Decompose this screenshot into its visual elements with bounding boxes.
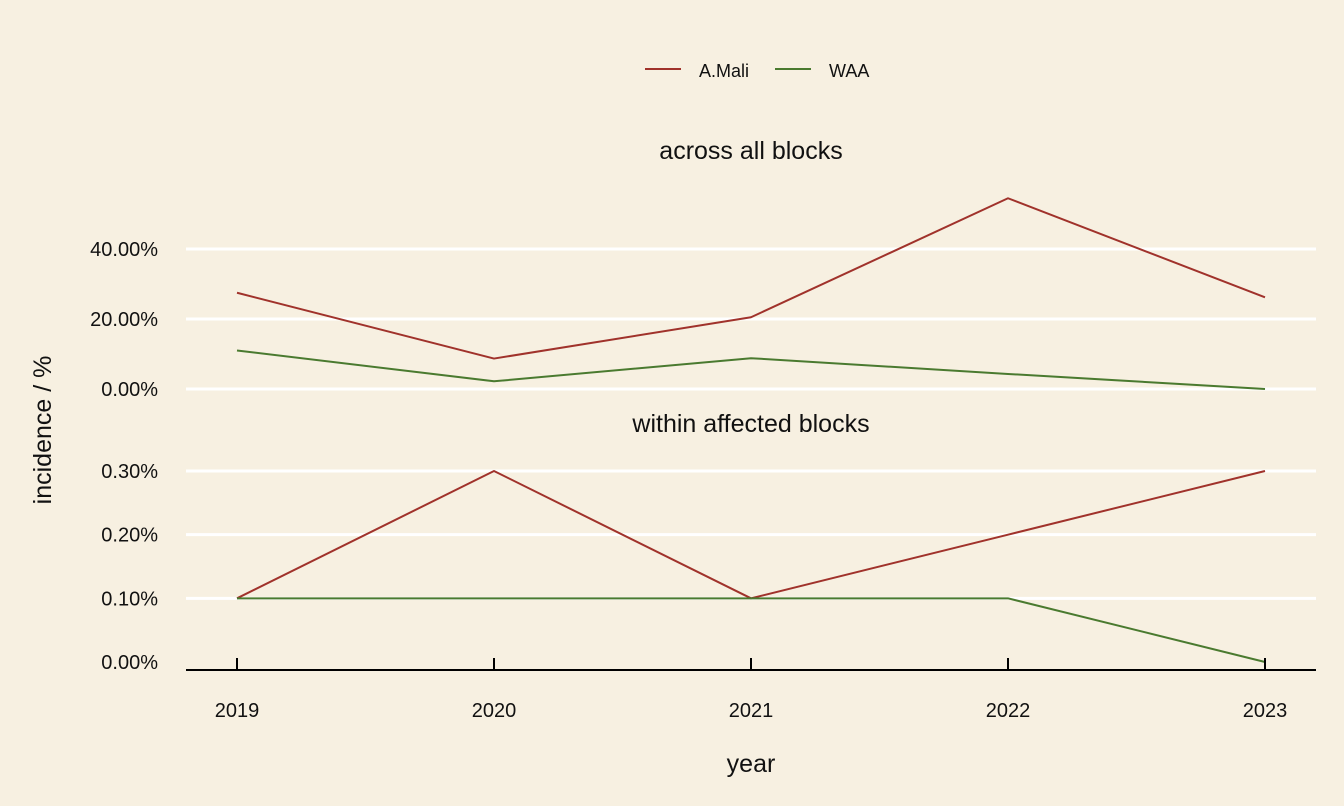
series-line-waa <box>237 597 1266 663</box>
gridlines-bottom <box>186 469 1316 600</box>
x-tick-label: 2023 <box>1243 700 1288 722</box>
y-tick-labels-bottom: 0.00% 0.10% 0.20% 0.30% <box>101 461 158 674</box>
x-tick-label: 2022 <box>986 700 1031 722</box>
legend-label-a-mali: A.Mali <box>699 61 749 81</box>
y-tick-label: 0.20% <box>101 525 158 547</box>
x-axis-title: year <box>727 750 776 778</box>
y-tick-labels-top: 0.00% 20.00% 40.00% <box>90 239 158 401</box>
series-top <box>236 197 1266 390</box>
y-tick-label: 0.30% <box>101 461 158 483</box>
y-tick-label: 0.00% <box>101 652 158 674</box>
series-line-waa <box>236 349 1266 390</box>
panel-title-bottom: within affected blocks <box>631 410 869 438</box>
y-tick-label: 0.10% <box>101 588 158 610</box>
series-line-a-mali <box>236 197 1266 360</box>
y-tick-label: 0.00% <box>101 379 158 401</box>
x-tick-label: 2021 <box>729 700 774 722</box>
y-tick-label: 40.00% <box>90 239 158 261</box>
x-ticks: 2019 2020 2021 2022 2023 <box>215 658 1288 722</box>
y-axis-title: incidence / % <box>29 356 57 505</box>
legend: A.Mali WAA <box>645 61 869 81</box>
series-bottom <box>236 470 1266 663</box>
legend-label-waa: WAA <box>829 61 869 81</box>
x-tick-label: 2019 <box>215 700 260 722</box>
panel-title-top: across all blocks <box>659 137 842 165</box>
x-tick-label: 2020 <box>472 700 517 722</box>
y-tick-label: 20.00% <box>90 309 158 331</box>
gridlines-top <box>186 247 1316 391</box>
